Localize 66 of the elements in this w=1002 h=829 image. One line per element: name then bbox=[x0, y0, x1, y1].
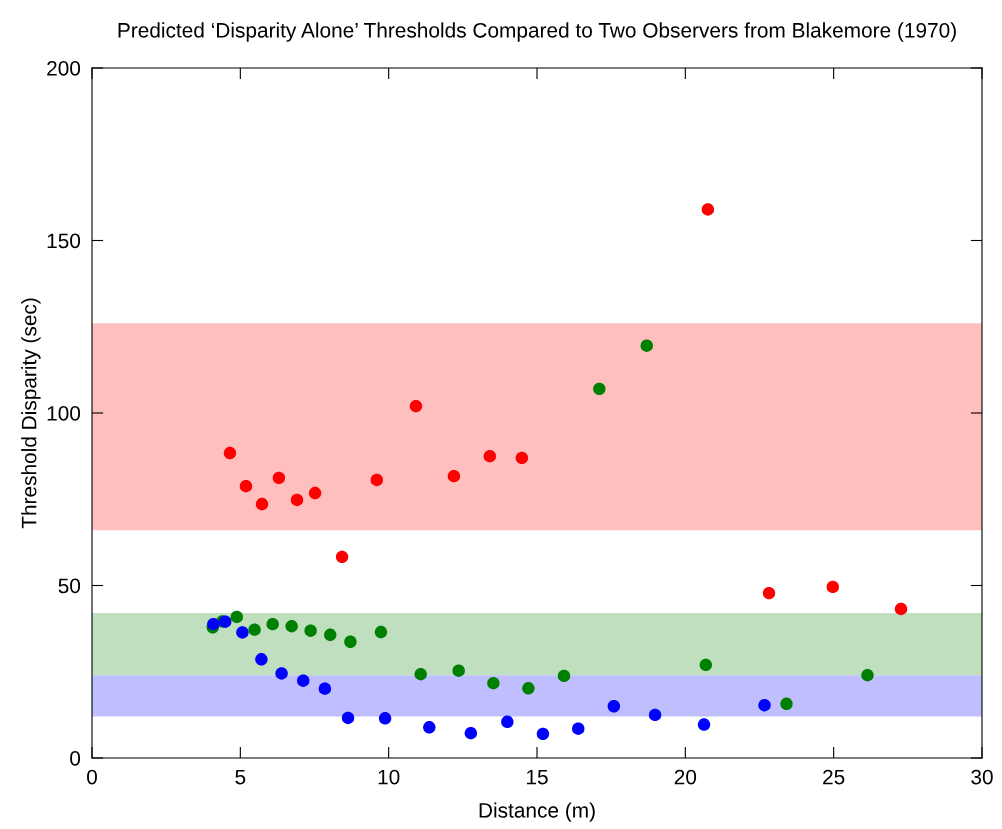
point bbox=[290, 493, 304, 507]
point bbox=[423, 721, 436, 734]
point bbox=[409, 399, 423, 413]
point bbox=[557, 669, 571, 683]
point bbox=[414, 667, 427, 681]
point bbox=[297, 674, 310, 687]
point bbox=[758, 699, 771, 712]
y-axis-title: Threshold Disparity (sec) bbox=[21, 298, 41, 529]
point bbox=[826, 580, 839, 594]
point bbox=[701, 203, 715, 216]
point bbox=[762, 586, 776, 600]
point bbox=[699, 658, 713, 672]
point bbox=[266, 617, 279, 631]
point bbox=[515, 451, 529, 465]
y-tick-label: 100 bbox=[47, 406, 81, 421]
point bbox=[487, 676, 500, 690]
y-tick-label: 200 bbox=[47, 61, 81, 76]
point bbox=[501, 715, 514, 728]
point bbox=[593, 382, 606, 396]
point bbox=[255, 497, 269, 511]
point bbox=[447, 469, 461, 483]
point bbox=[275, 667, 288, 680]
chart-title: Predicted ‘Disparity Alone’ Thresholds Compared to Two Observers from Blakemore (1970) bbox=[118, 22, 956, 42]
x-tick-label: 5 bbox=[235, 769, 246, 785]
x-tick-label: 20 bbox=[674, 769, 697, 785]
x-axis-title: Distance (m) bbox=[479, 802, 595, 822]
point bbox=[536, 727, 550, 741]
point bbox=[335, 550, 349, 564]
x-tick-label: 15 bbox=[527, 769, 548, 785]
point bbox=[697, 718, 711, 731]
point bbox=[223, 446, 237, 460]
point bbox=[207, 617, 220, 631]
point bbox=[308, 486, 322, 500]
point bbox=[236, 626, 249, 639]
x-tick-label: 25 bbox=[823, 769, 845, 785]
point bbox=[522, 682, 535, 695]
point bbox=[255, 653, 268, 666]
point bbox=[640, 339, 653, 352]
point bbox=[344, 635, 357, 648]
point bbox=[370, 473, 384, 487]
x-tick-label: 10 bbox=[378, 769, 400, 785]
point bbox=[648, 708, 662, 722]
point bbox=[378, 712, 392, 725]
x-tick-label: 30 bbox=[971, 769, 993, 785]
x-tick-label: 0 bbox=[87, 769, 97, 785]
point bbox=[248, 623, 261, 636]
point bbox=[374, 625, 388, 639]
point bbox=[272, 471, 286, 485]
point bbox=[464, 726, 478, 740]
point bbox=[572, 722, 585, 735]
point bbox=[861, 668, 874, 682]
point bbox=[780, 697, 793, 711]
point bbox=[304, 624, 317, 637]
point bbox=[318, 682, 332, 695]
point bbox=[324, 628, 337, 642]
y-tick-label: 50 bbox=[58, 578, 81, 594]
point bbox=[483, 449, 497, 463]
point bbox=[341, 711, 355, 725]
y-tick-label: 150 bbox=[47, 233, 81, 249]
point bbox=[452, 664, 465, 677]
point bbox=[607, 700, 621, 713]
point bbox=[894, 602, 908, 616]
point bbox=[285, 620, 298, 633]
y-tick-label: 0 bbox=[70, 751, 81, 766]
point bbox=[230, 610, 243, 624]
point bbox=[239, 479, 253, 493]
